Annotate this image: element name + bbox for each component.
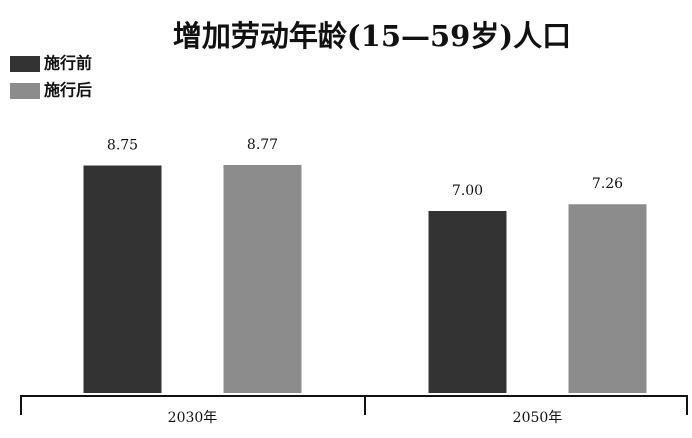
value-label: 7.26 xyxy=(592,176,623,192)
legend-swatch xyxy=(10,56,40,72)
bar xyxy=(223,164,302,393)
legend-swatch xyxy=(10,83,40,99)
legend-label: 施行后 xyxy=(44,81,92,100)
legend-label: 施行前 xyxy=(44,54,92,73)
value-label: 7.00 xyxy=(452,183,483,199)
bar xyxy=(568,204,647,393)
bar xyxy=(83,165,162,393)
value-label: 8.77 xyxy=(247,137,278,153)
chart-title: 增加劳动年龄(15—59岁)人口 xyxy=(173,19,571,53)
x-tick-label: 2050年 xyxy=(513,410,563,426)
x-tick-label: 2030年 xyxy=(168,410,218,426)
value-label: 8.75 xyxy=(107,138,138,154)
bar xyxy=(428,211,507,393)
